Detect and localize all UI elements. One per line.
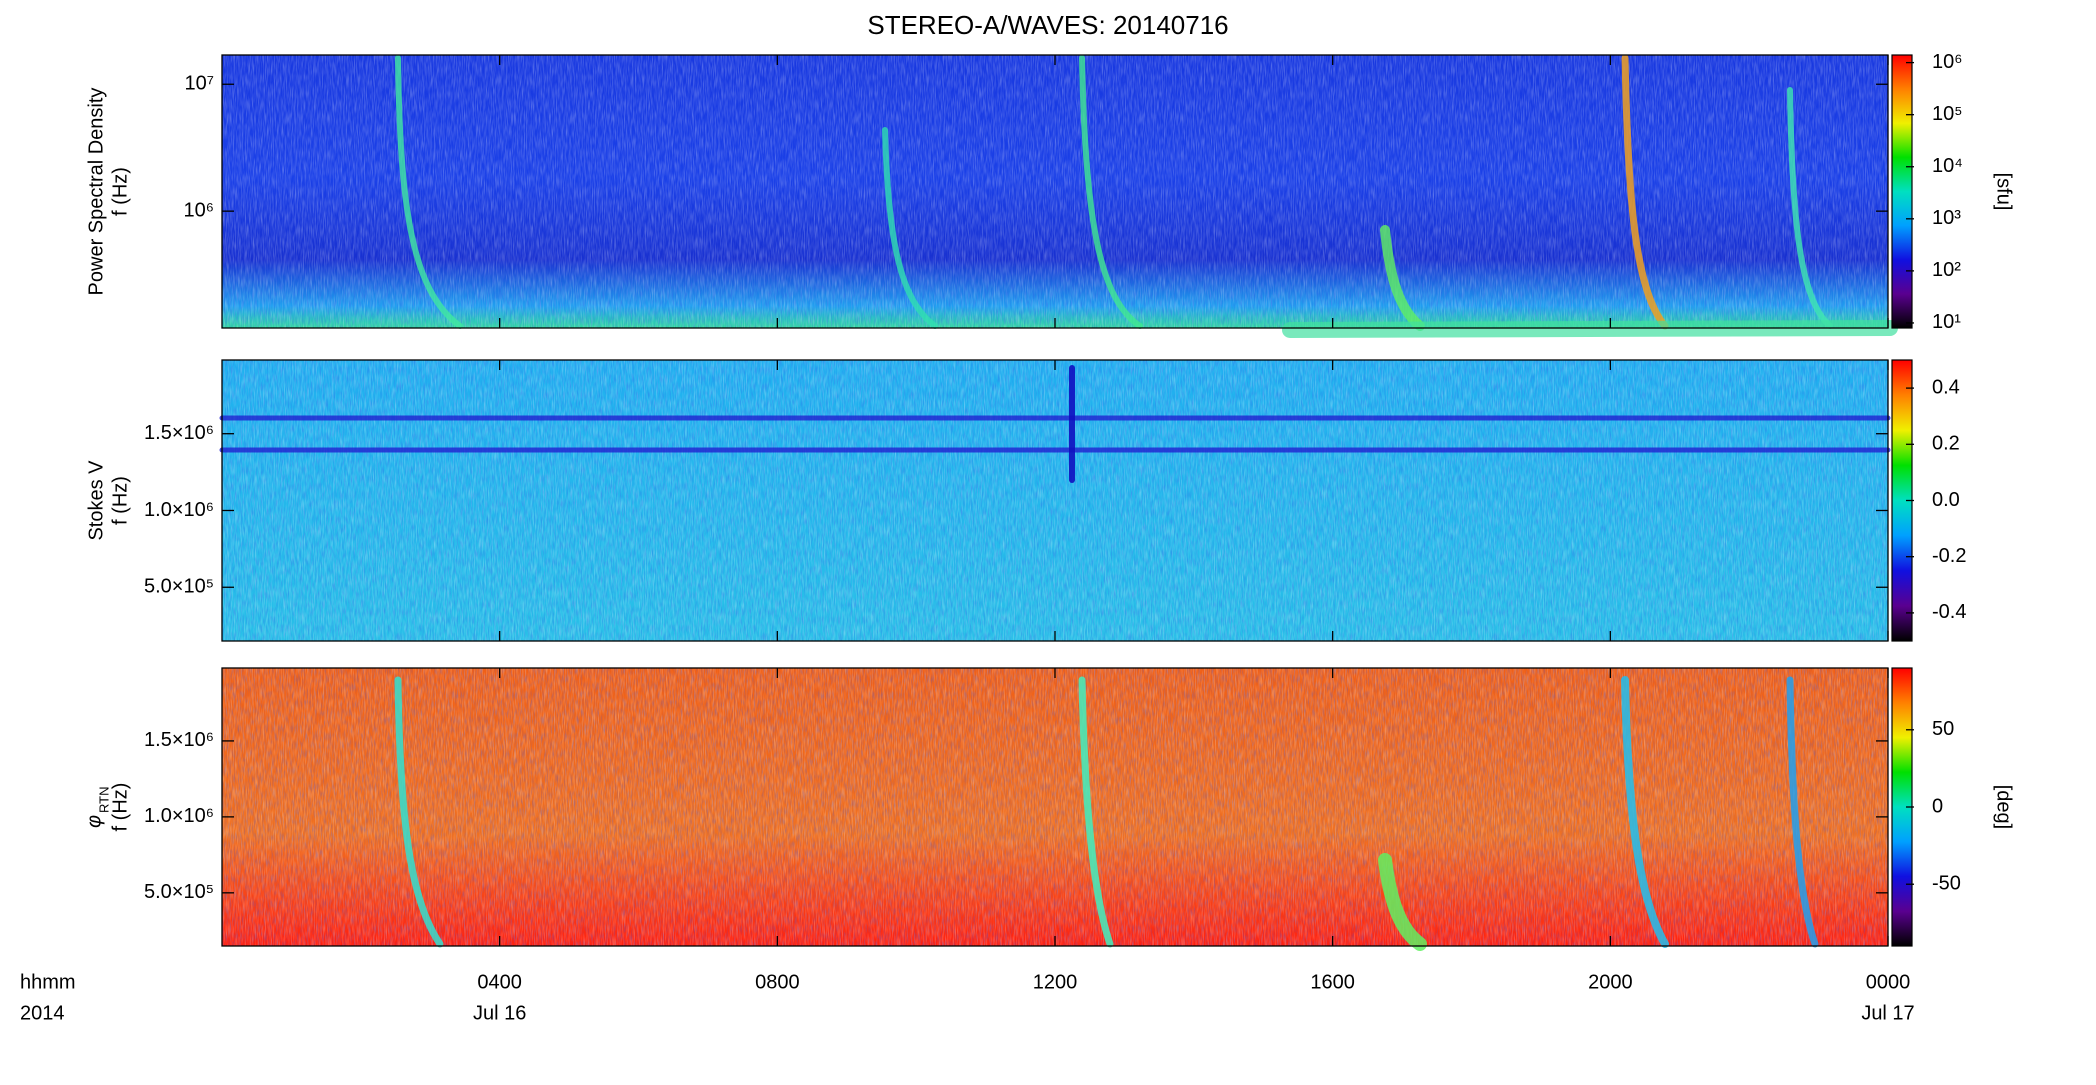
colorbar-tick-label: 10⁵ [1932, 103, 1963, 125]
colorbar-tick-label: 0 [1932, 795, 1943, 817]
y-axis-label-subscript: RTN [96, 787, 111, 813]
colorbar [1891, 54, 1913, 329]
y-axis-label: f (Hz) [109, 167, 131, 216]
y-axis-label: f (Hz) [109, 783, 131, 832]
colorbar-tick-label: 50 [1932, 718, 1954, 740]
colorbar-tick-label: 10¹ [1932, 311, 1961, 333]
y-axis-label: f (Hz) [109, 476, 131, 525]
x-date-label: Jul 16 [473, 1002, 526, 1024]
x-tick-label: 1200 [1033, 971, 1078, 993]
x-tick-label: 2000 [1588, 971, 1633, 993]
colorbar-tick-label: -50 [1932, 873, 1961, 895]
heatmap-texture [222, 668, 1888, 946]
x-tick-label: 0000 [1866, 971, 1911, 993]
x-tick-label: 0800 [755, 971, 800, 993]
y-axis-label: Stokes V [85, 460, 107, 541]
colorbar-tick-label: -0.4 [1932, 601, 1966, 623]
colorbar-tick-label: 0.0 [1932, 489, 1960, 511]
colorbar-tick-label: 10⁴ [1932, 155, 1963, 177]
x-tick-label: 0400 [477, 971, 522, 993]
y-tick-label: 1.0×10⁶ [144, 805, 214, 827]
colorbar-label: [deg] [1993, 785, 2015, 829]
heatmap-texture [222, 55, 1888, 328]
colorbar-tick-label: 0.2 [1932, 433, 1960, 455]
y-tick-label: 10⁷ [185, 73, 214, 95]
colorbar-tick-label: 0.4 [1932, 376, 1960, 398]
x-tick-label: 1600 [1310, 971, 1355, 993]
x-axis-label: hhmm [20, 971, 76, 993]
colorbar-tick-label: -0.2 [1932, 545, 1966, 567]
colorbar-tick-label: 10² [1932, 259, 1961, 281]
colorbar-tick-label: 10³ [1932, 207, 1961, 229]
y-axis-label-symbol: φ [83, 815, 105, 828]
y-tick-label: 5.0×10⁵ [144, 576, 214, 598]
y-axis-label: Power Spectral Density [85, 88, 107, 296]
y-tick-label: 5.0×10⁵ [144, 881, 214, 903]
x-axis-label: 2014 [20, 1002, 65, 1024]
chart-title: STEREO-A/WAVES: 20140716 [867, 10, 1228, 40]
heatmap-texture [222, 360, 1888, 641]
x-date-label: Jul 17 [1861, 1002, 1914, 1024]
colorbar-label: [sfu] [1993, 173, 2015, 211]
y-tick-label: 10⁶ [184, 199, 214, 221]
colorbar-tick-label: 10⁶ [1932, 51, 1962, 73]
y-tick-label: 1.5×10⁶ [144, 422, 214, 444]
y-tick-label: 1.0×10⁶ [144, 499, 214, 521]
y-tick-label: 1.5×10⁶ [144, 729, 214, 751]
